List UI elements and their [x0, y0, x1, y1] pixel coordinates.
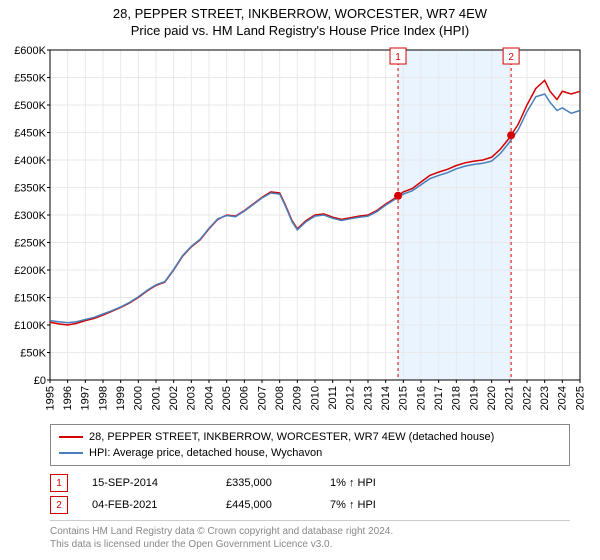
- svg-text:1: 1: [395, 52, 401, 63]
- svg-text:£150K: £150K: [14, 293, 46, 305]
- svg-text:2016: 2016: [415, 386, 427, 410]
- svg-text:2023: 2023: [539, 386, 551, 410]
- svg-text:£0: £0: [34, 375, 46, 387]
- svg-text:2011: 2011: [327, 386, 339, 410]
- svg-text:£50K: £50K: [20, 348, 46, 360]
- sale-date-2: 04-FEB-2021: [92, 499, 202, 511]
- svg-text:£250K: £250K: [14, 238, 46, 250]
- svg-text:2010: 2010: [309, 386, 321, 410]
- svg-text:1996: 1996: [62, 386, 74, 410]
- sale-price-2: £445,000: [226, 499, 306, 511]
- svg-text:£350K: £350K: [14, 183, 46, 195]
- title-subtitle: Price paid vs. HM Land Registry's House …: [0, 23, 600, 38]
- sales-table: 1 15-SEP-2014 £335,000 1% ↑ HPI 2 04-FEB…: [50, 472, 570, 516]
- svg-text:2002: 2002: [168, 386, 180, 410]
- svg-text:£200K: £200K: [14, 265, 46, 277]
- svg-text:2018: 2018: [451, 386, 463, 410]
- svg-text:2013: 2013: [362, 386, 374, 410]
- svg-text:2017: 2017: [433, 386, 445, 410]
- svg-text:£500K: £500K: [14, 100, 46, 112]
- svg-text:2006: 2006: [239, 386, 251, 410]
- legend: 28, PEPPER STREET, INKBERROW, WORCESTER,…: [50, 424, 570, 466]
- svg-text:2015: 2015: [398, 386, 410, 410]
- sale-row-2: 2 04-FEB-2021 £445,000 7% ↑ HPI: [50, 494, 570, 516]
- legend-row-hpi: HPI: Average price, detached house, Wych…: [59, 445, 561, 461]
- svg-text:2014: 2014: [380, 386, 392, 410]
- sale-marker-2: 2: [50, 496, 68, 514]
- legend-row-property: 28, PEPPER STREET, INKBERROW, WORCESTER,…: [59, 429, 561, 445]
- svg-text:2022: 2022: [521, 386, 533, 410]
- svg-text:1995: 1995: [44, 386, 56, 410]
- legend-swatch-property: [59, 436, 83, 438]
- legend-label-hpi: HPI: Average price, detached house, Wych…: [89, 447, 322, 459]
- svg-text:£400K: £400K: [14, 155, 46, 167]
- svg-text:£450K: £450K: [14, 128, 46, 140]
- svg-text:2009: 2009: [292, 386, 304, 410]
- root: 28, PEPPER STREET, INKBERROW, WORCESTER,…: [0, 0, 600, 551]
- svg-text:2003: 2003: [186, 386, 198, 410]
- svg-text:2020: 2020: [486, 386, 498, 410]
- legend-swatch-hpi: [59, 452, 83, 454]
- footer-line2: This data is licensed under the Open Gov…: [50, 538, 570, 551]
- svg-text:£550K: £550K: [14, 73, 46, 85]
- svg-text:2007: 2007: [256, 386, 268, 410]
- footer-line1: Contains HM Land Registry data © Crown c…: [50, 525, 570, 538]
- sale-row-1: 1 15-SEP-2014 £335,000 1% ↑ HPI: [50, 472, 570, 494]
- svg-text:2008: 2008: [274, 386, 286, 410]
- footer: Contains HM Land Registry data © Crown c…: [50, 520, 570, 551]
- svg-text:2019: 2019: [468, 386, 480, 410]
- svg-text:£300K: £300K: [14, 210, 46, 222]
- svg-text:2021: 2021: [504, 386, 516, 410]
- svg-text:1997: 1997: [80, 386, 92, 410]
- sale-date-1: 15-SEP-2014: [92, 477, 202, 489]
- title-address: 28, PEPPER STREET, INKBERROW, WORCESTER,…: [0, 6, 600, 21]
- svg-text:2000: 2000: [133, 386, 145, 410]
- svg-text:£600K: £600K: [14, 45, 46, 57]
- svg-text:£100K: £100K: [14, 320, 46, 332]
- legend-label-property: 28, PEPPER STREET, INKBERROW, WORCESTER,…: [89, 431, 494, 443]
- svg-text:2012: 2012: [345, 386, 357, 410]
- svg-text:1999: 1999: [115, 386, 127, 410]
- svg-text:2: 2: [508, 52, 514, 63]
- chart-svg: £0 £50K £100K £150K £200K £250K £300K £350K £400…: [0, 40, 600, 420]
- sale-hpi-1: 1% ↑ HPI: [330, 477, 376, 489]
- chart: £0 £50K £100K £150K £200K £250K £300K £350K £400…: [0, 40, 600, 420]
- svg-text:2024: 2024: [557, 386, 569, 410]
- svg-text:1998: 1998: [97, 386, 109, 410]
- svg-text:2004: 2004: [203, 386, 215, 410]
- sale-marker-1: 1: [50, 474, 68, 492]
- sale-hpi-2: 7% ↑ HPI: [330, 499, 376, 511]
- sale-price-1: £335,000: [226, 477, 306, 489]
- svg-text:2001: 2001: [150, 386, 162, 410]
- title-block: 28, PEPPER STREET, INKBERROW, WORCESTER,…: [0, 0, 600, 40]
- svg-text:2025: 2025: [574, 386, 586, 410]
- svg-text:2005: 2005: [221, 386, 233, 410]
